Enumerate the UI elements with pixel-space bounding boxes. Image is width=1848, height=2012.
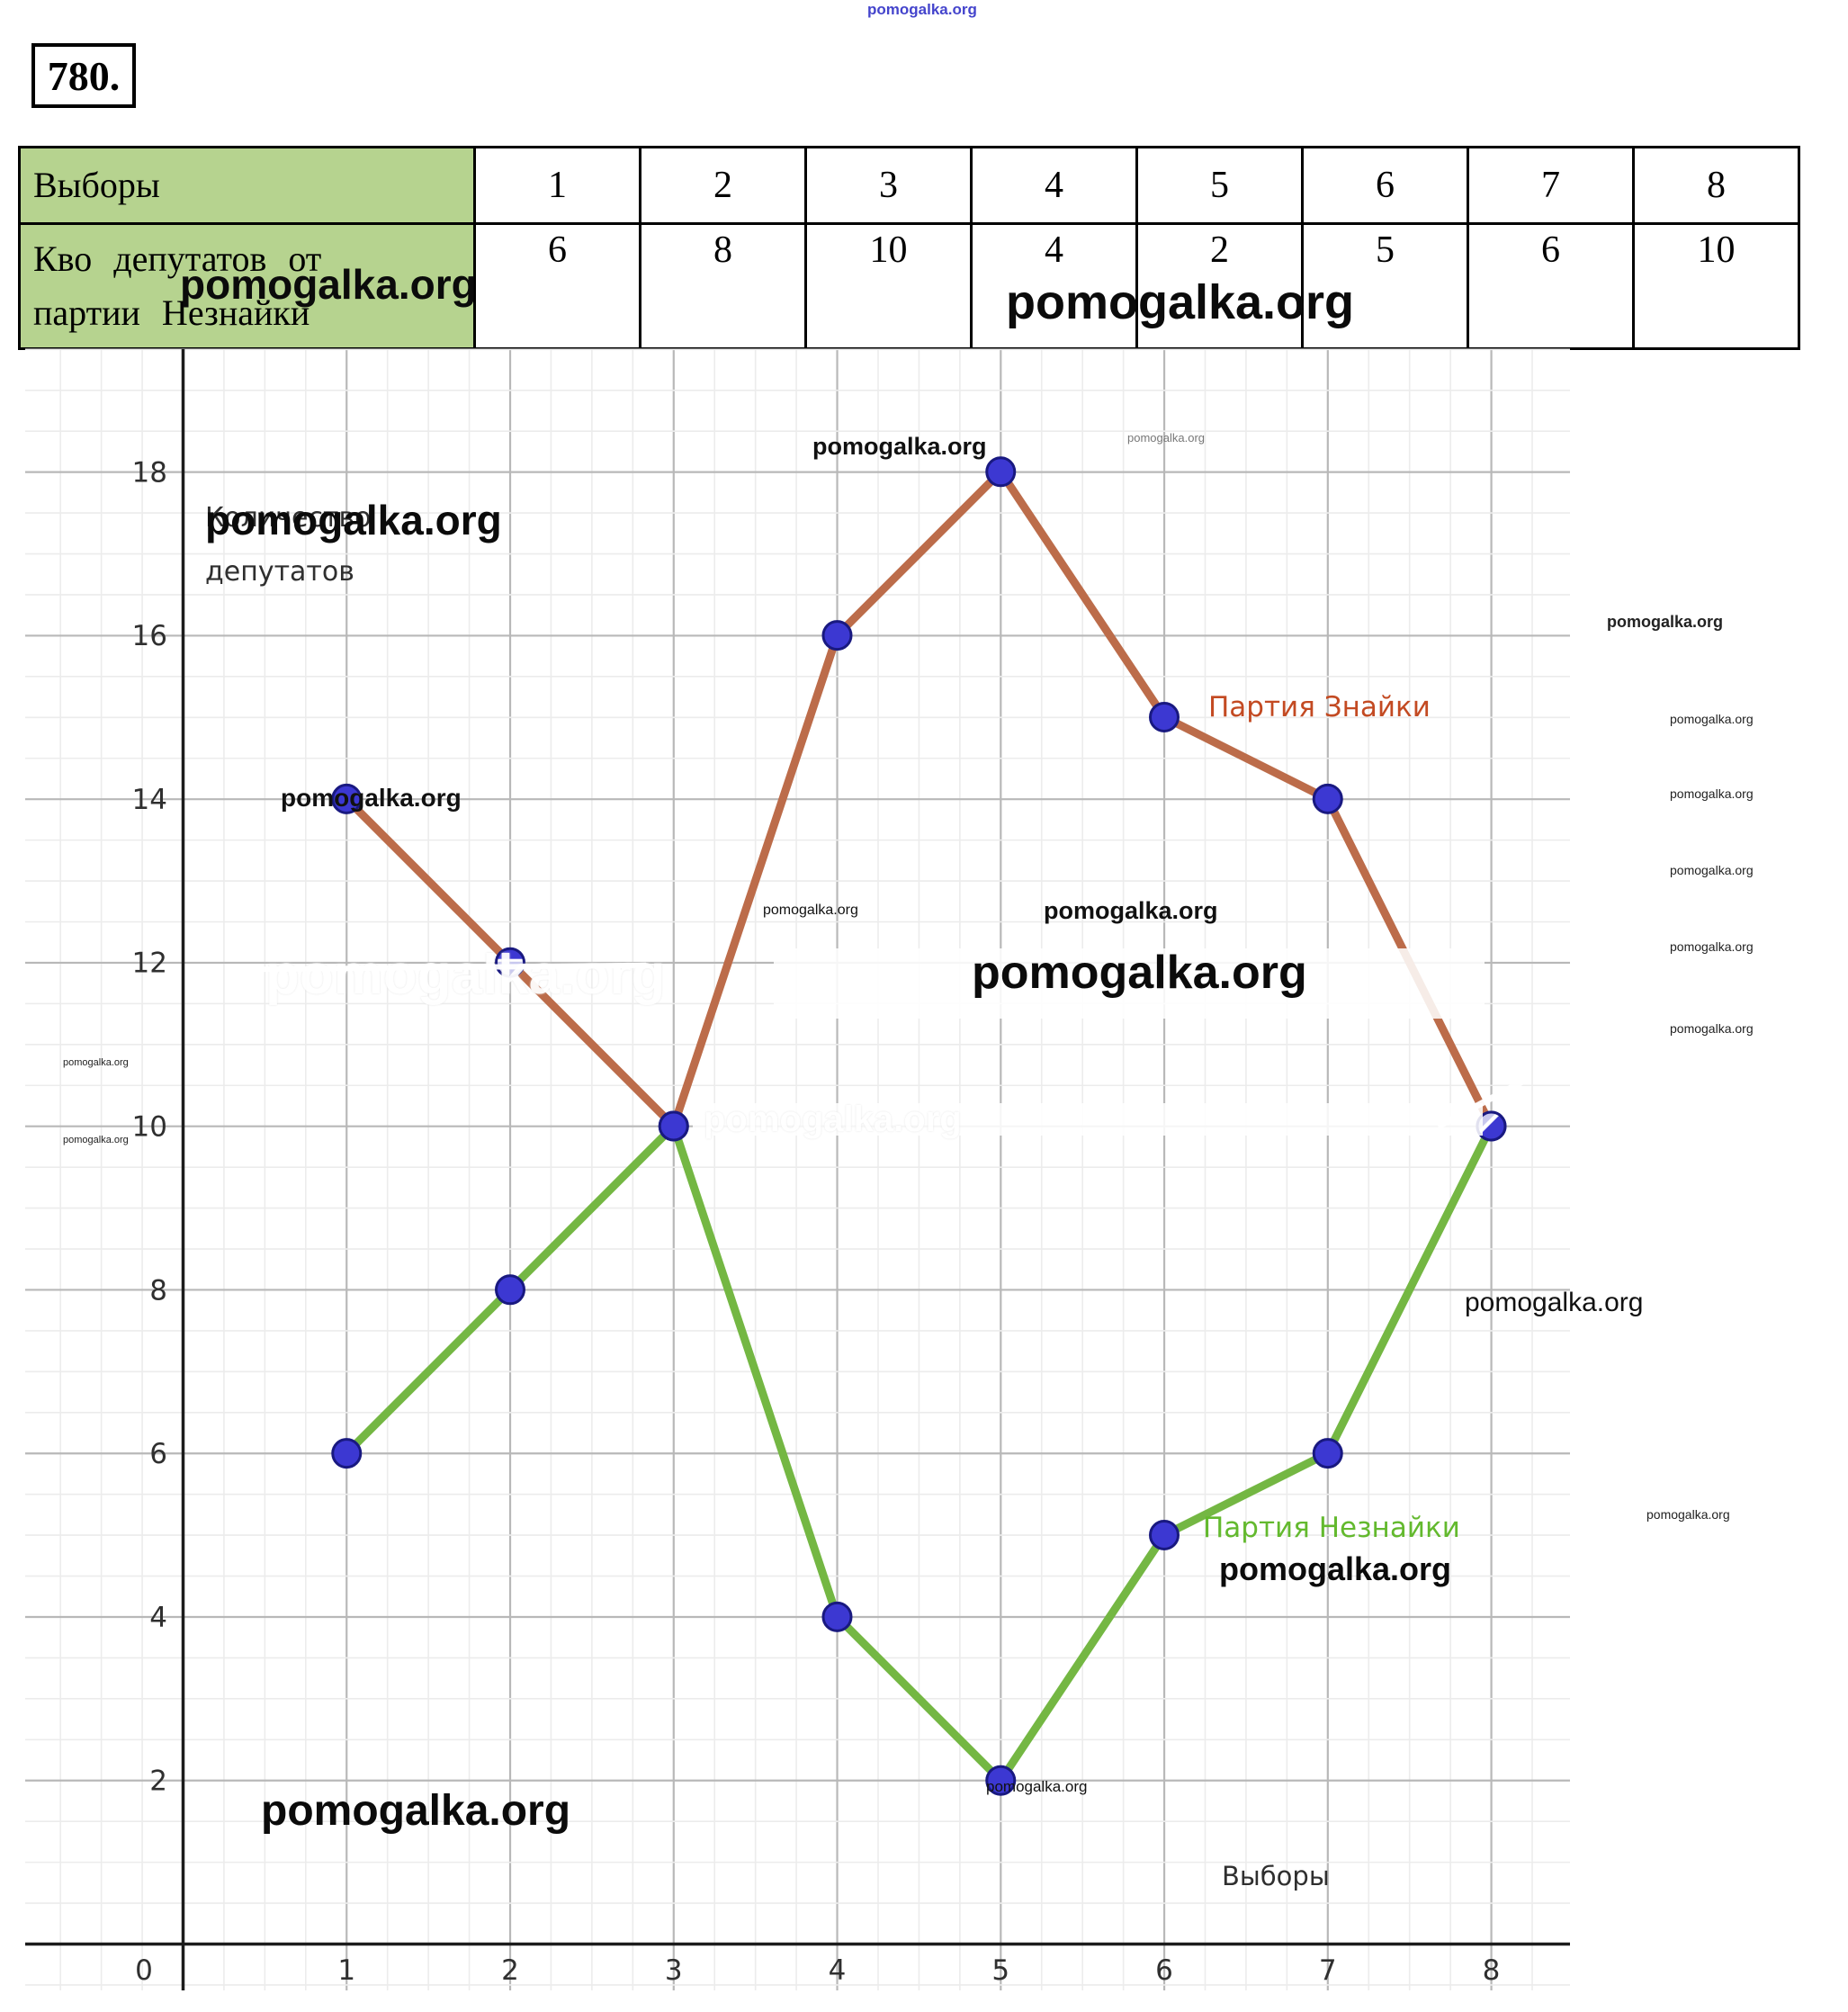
deputy-count-cell: 8 — [641, 225, 804, 347]
site-watermark: pomogalka.org — [1127, 431, 1205, 445]
site-watermark: pomogalka.org — [1670, 712, 1754, 726]
white-watermark-band — [693, 1103, 1483, 1136]
problem-number: 780. — [47, 52, 121, 99]
election-number-cell: 8 — [1635, 148, 1798, 222]
site-watermark: pomogalka.org — [867, 1, 977, 18]
svg-text:16: 16 — [132, 620, 167, 652]
site-watermark: pomogalka.org — [1219, 1550, 1452, 1587]
svg-text:2: 2 — [501, 1954, 519, 1987]
svg-text:4: 4 — [829, 1954, 847, 1987]
series-lines — [342, 467, 1495, 1785]
site-watermark: pomogalka.org — [1646, 1507, 1730, 1522]
svg-text:0: 0 — [135, 1954, 153, 1987]
deputy-count-cell: 6 — [1469, 225, 1632, 347]
site-watermark: pomogalka.org — [812, 433, 987, 460]
data-point — [821, 620, 853, 651]
series-line-0 — [342, 467, 1495, 1130]
site-watermark: pomogalka.org — [1670, 939, 1754, 954]
deputy-count-cell: 5 — [1304, 225, 1467, 347]
table-row-label: Кво депутатов от партии Незнайки — [21, 225, 473, 347]
y-axis-title: Количество депутатов — [205, 491, 372, 599]
data-point — [1149, 702, 1180, 732]
site-watermark: pomogalka.org — [763, 903, 858, 918]
data-point — [985, 456, 1017, 488]
data-point — [331, 783, 363, 814]
x-axis-title: Выборы — [1222, 1861, 1330, 1891]
ghost-watermark: pomogalka.org — [265, 944, 666, 1006]
election-number-cell: 7 — [1469, 148, 1632, 222]
site-watermark: pomogalka.org — [972, 947, 1307, 999]
axes — [25, 349, 1570, 1990]
election-number-cell: 5 — [1138, 148, 1301, 222]
svg-text:4: 4 — [149, 1602, 167, 1634]
svg-text:12: 12 — [132, 948, 167, 980]
election-number-cell: 4 — [973, 148, 1135, 222]
site-watermark: pomogalka.org — [180, 261, 477, 308]
election-number-cell: 1 — [476, 148, 639, 222]
data-point — [821, 1601, 853, 1632]
data-point — [331, 1438, 363, 1469]
svg-text:6: 6 — [1155, 1954, 1173, 1987]
svg-text:10: 10 — [132, 1111, 167, 1144]
svg-text:6: 6 — [149, 1438, 167, 1470]
data-point — [985, 1765, 1017, 1796]
svg-text:1: 1 — [337, 1954, 355, 1987]
site-watermark: pomogalka.org — [1044, 897, 1218, 924]
site-watermark: pomogalka.org — [261, 1787, 571, 1835]
data-point — [1312, 783, 1343, 814]
svg-text:14: 14 — [132, 784, 167, 816]
site-watermark: pomogalka.org — [986, 1778, 1088, 1795]
svg-text:5: 5 — [991, 1954, 1009, 1987]
table-row-label-line1: Кво депутатов от — [33, 238, 322, 279]
data-point — [495, 947, 525, 978]
svg-text:18: 18 — [132, 456, 167, 489]
deputy-count-cell: 2 — [1138, 225, 1301, 347]
site-watermark: pomogalka.org — [1006, 275, 1355, 329]
svg-text:7: 7 — [1319, 1954, 1337, 1987]
site-watermark: pomogalka.org — [1607, 613, 1724, 631]
site-watermark: pomogalka.org — [1670, 1021, 1754, 1036]
data-points — [331, 456, 1507, 1796]
site-watermark: pomogalka.org — [1465, 1288, 1644, 1317]
series-line-1 — [342, 1122, 1495, 1785]
data-point — [1312, 1438, 1343, 1469]
problem-number-box: 780. — [31, 43, 136, 108]
data-point — [1149, 1520, 1180, 1550]
data-point — [495, 1274, 525, 1306]
white-watermark-band — [774, 948, 1485, 1019]
svg-text:3: 3 — [665, 1954, 683, 1987]
data-point — [658, 1110, 689, 1142]
legend-party-neznaiki: Партия Незнайки — [1203, 1512, 1460, 1544]
svg-text:2: 2 — [149, 1765, 167, 1798]
site-watermark: pomogalka.org — [1670, 786, 1754, 801]
deputy-count-cell: 6 — [476, 225, 639, 347]
site-watermark: pomogalka.org — [63, 1135, 129, 1145]
svg-text:8: 8 — [149, 1274, 167, 1307]
y-axis-title-line1: Количество — [205, 502, 372, 534]
table-row-label-line2: партии Незнайки — [33, 292, 310, 333]
site-watermark: pomogalka.org — [205, 497, 502, 543]
deputy-count-cell: 10 — [807, 225, 970, 347]
election-number-cell: 6 — [1304, 148, 1467, 222]
deputy-count-cell: 10 — [1635, 225, 1798, 347]
site-watermark: pomogalka.org — [281, 784, 462, 812]
legend-party-znaiki: Партия Знайки — [1208, 691, 1431, 723]
svg-text:8: 8 — [1483, 1954, 1501, 1987]
site-watermark: pomogalka.org — [63, 1057, 129, 1068]
election-number-cell: 2 — [641, 148, 804, 222]
y-axis-title-line2: депутатов — [205, 556, 354, 588]
ghost-watermark: pomogalka.org — [704, 1100, 962, 1139]
site-watermark: pomogalka.org — [1670, 863, 1754, 877]
election-number-cell: 3 — [807, 148, 970, 222]
table-header-label: Выборы — [21, 148, 473, 222]
deputy-count-cell: 4 — [973, 225, 1135, 347]
